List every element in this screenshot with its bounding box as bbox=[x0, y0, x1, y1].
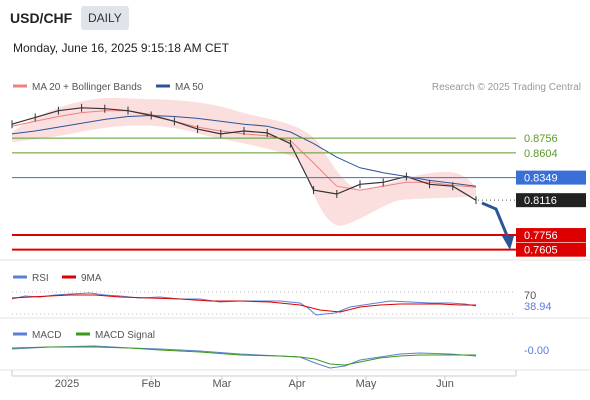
rsi-level-label: 70 bbox=[524, 290, 536, 302]
legend-macd-label: MACD bbox=[32, 330, 61, 341]
rsi-value-label: 38.94 bbox=[524, 301, 552, 313]
chart-datetime: Monday, June 16, 2025 9:15:18 AM CET bbox=[13, 41, 229, 55]
currency-pair-title: USD/CHF bbox=[10, 10, 73, 26]
support-level-label: 0.7756 bbox=[524, 230, 558, 242]
macd-line bbox=[11, 345, 477, 369]
x-tick-label: Mar bbox=[213, 378, 232, 390]
rsi-line bbox=[11, 292, 477, 316]
rsi-9ma-line bbox=[11, 294, 476, 313]
legend-rsi-label: RSI bbox=[32, 273, 49, 284]
forecast-arrow-path bbox=[481, 201, 510, 239]
x-axis-ticks: 2025 Feb Mar Apr May Jun bbox=[55, 376, 454, 390]
macd-value-label: -0.00 bbox=[524, 345, 549, 357]
last-level-label: 0.8116 bbox=[524, 195, 557, 207]
x-tick-label: Apr bbox=[288, 378, 305, 390]
legend-9ma-label: 9MA bbox=[81, 273, 102, 284]
ma50-line bbox=[11, 114, 477, 187]
support-level-tag bbox=[516, 228, 586, 243]
support-level-label: 0.7605 bbox=[524, 245, 558, 257]
bollinger-band-area bbox=[12, 97, 476, 226]
macd-signal-line bbox=[11, 346, 476, 366]
x-tick-label: 2025 bbox=[55, 378, 79, 390]
pivot-level-label: 0.8349 bbox=[524, 173, 558, 185]
resistance-level-label: 0.8604 bbox=[524, 148, 558, 160]
legend-ma20-label: MA 20 + Bollinger Bands bbox=[32, 82, 142, 93]
levels-layer: 0.8756 0.8604 0.8349 0.8116 0.7756 0.7605 bbox=[12, 133, 586, 257]
resistance-level-label: 0.8756 bbox=[524, 133, 558, 145]
last-level-tag bbox=[516, 193, 586, 208]
legend-ma50-label: MA 50 bbox=[175, 82, 204, 93]
x-tick-label: Jun bbox=[436, 378, 454, 390]
research-credit: Research © 2025 Trading Central bbox=[432, 82, 581, 93]
forecast-arrow-head bbox=[502, 236, 514, 250]
price-layer bbox=[11, 103, 477, 205]
timeframe-badge[interactable]: DAILY bbox=[81, 6, 129, 30]
x-tick-label: May bbox=[356, 378, 377, 390]
legend-macd-signal-label: MACD Signal bbox=[95, 330, 155, 341]
pivot-level-tag bbox=[516, 170, 586, 185]
chart-header: USD/CHF DAILY Monday, June 16, 2025 9:15… bbox=[0, 0, 590, 70]
x-tick-label: Feb bbox=[142, 378, 161, 390]
support-level-tag bbox=[516, 242, 586, 257]
